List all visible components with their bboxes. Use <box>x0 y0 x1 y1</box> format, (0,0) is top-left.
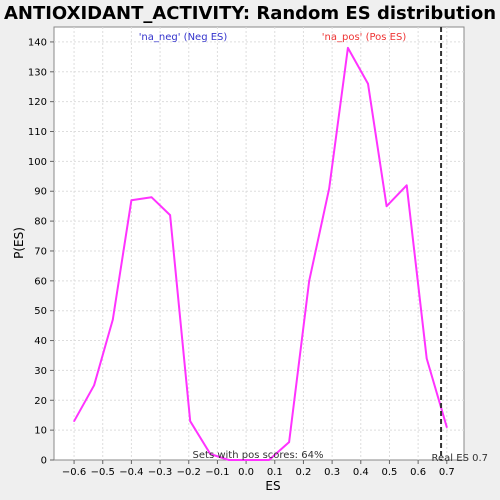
y-tick-label: 70 <box>34 246 47 257</box>
y-tick-label: 50 <box>34 306 47 317</box>
y-axis-label: P(ES) <box>12 227 26 259</box>
x-tick-label: −0.5 <box>91 467 115 478</box>
x-axis-label: ES <box>265 479 280 493</box>
pos-scores-annotation: Sets with pos scores: 64% <box>193 450 324 461</box>
x-tick-label: 0.3 <box>324 467 340 478</box>
plot-area <box>53 26 465 461</box>
y-tick-label: 110 <box>28 127 47 138</box>
es-distribution-point <box>189 420 191 423</box>
x-tick-label: −0.4 <box>119 467 143 478</box>
x-tick-label: −0.3 <box>148 467 172 478</box>
y-tick-label: 100 <box>28 157 47 168</box>
es-distribution-point <box>93 384 95 387</box>
es-distribution-point <box>328 187 331 190</box>
x-tick-label: 0.1 <box>267 467 283 478</box>
pos-es-annotation: 'na_pos' (Pos ES) <box>322 32 407 43</box>
x-tick-label: 0.5 <box>382 467 398 478</box>
es-distribution-point <box>347 47 349 49</box>
es-distribution-point <box>150 196 153 198</box>
y-tick-label: 80 <box>34 217 47 228</box>
es-distribution-point <box>308 280 311 282</box>
y-tick-label: 0 <box>41 456 47 467</box>
es-distribution-point <box>367 82 369 85</box>
y-tick-label: 40 <box>34 336 47 347</box>
y-tick-label: 30 <box>34 366 47 377</box>
es-distribution-point <box>268 459 270 461</box>
es-distribution-point <box>446 426 448 429</box>
x-tick-label: −0.6 <box>62 467 86 478</box>
x-tick-label: 0.6 <box>410 467 426 478</box>
x-axis: −0.6 −0.5 −0.4 −0.3 −0.2 −0.1 0.0 0.1 0.2 0.3 0.4 0… <box>62 460 455 478</box>
es-distribution-point <box>209 453 212 455</box>
x-tick-label: 0.7 <box>439 467 455 478</box>
es-distribution-point <box>228 459 230 461</box>
es-distribution-point <box>405 184 408 187</box>
y-tick-label: 20 <box>34 396 47 407</box>
x-tick-label: 0.2 <box>295 467 311 478</box>
es-distribution-point <box>130 199 133 201</box>
x-tick-label: −0.2 <box>177 467 201 478</box>
y-axis: 0 10 20 30 40 50 60 70 80 90 100 110 120 130 140 <box>28 37 54 467</box>
es-distribution-series-line <box>73 46 448 461</box>
x-tick-label: 0.4 <box>353 467 369 478</box>
chart-title: ANTIOXIDANT_ACTIVITY: Random ES distribu… <box>4 3 496 24</box>
grid <box>54 27 464 460</box>
y-tick-label: 10 <box>34 426 47 437</box>
es-distribution-point <box>425 357 428 360</box>
y-tick-label: 60 <box>34 276 47 287</box>
y-tick-label: 90 <box>34 187 47 198</box>
y-tick-label: 140 <box>28 37 47 48</box>
neg-es-annotation: 'na_neg' (Neg ES) <box>139 32 228 43</box>
y-tick-label: 120 <box>28 97 47 108</box>
x-tick-label: 0.0 <box>238 467 254 478</box>
series-layer <box>73 46 448 461</box>
y-tick-label: 130 <box>28 67 47 78</box>
es-distribution-point <box>248 459 250 461</box>
es-distribution-point <box>169 214 171 216</box>
x-tick-label: −0.1 <box>205 467 229 478</box>
es-distribution-point <box>112 318 114 321</box>
es-distribution-point <box>288 441 290 443</box>
real-es-label: Real ES 0.7 <box>432 453 488 464</box>
es-distribution-point <box>385 205 388 207</box>
es-distribution-point <box>73 420 75 423</box>
